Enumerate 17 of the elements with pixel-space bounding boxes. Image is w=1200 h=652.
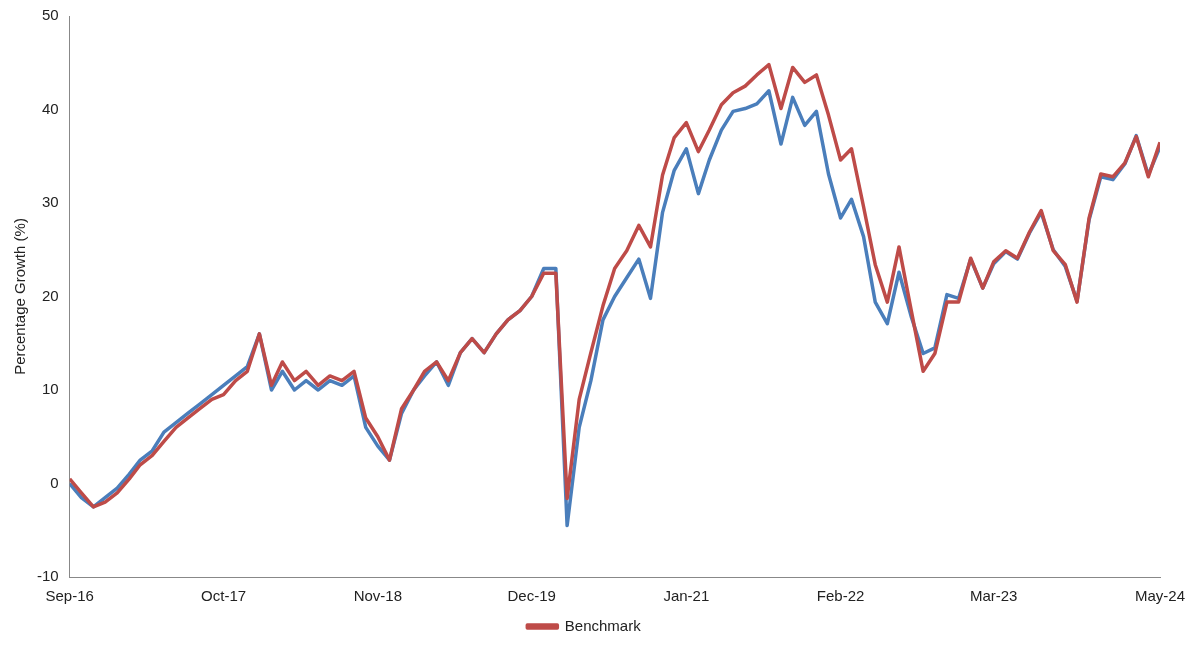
x-tick-label: Nov-18	[353, 587, 402, 605]
y-axis-title: Percentage Growth (%)	[11, 218, 29, 375]
x-tick-label: May-24	[1134, 587, 1186, 605]
x-tick-label: Feb-22	[816, 587, 865, 605]
y-tick-label: 20	[41, 286, 59, 304]
y-tick-label: 0	[50, 473, 59, 491]
x-tick-label: Sep-16	[45, 587, 94, 605]
y-tick-label: 50	[41, 6, 59, 24]
legend-label: Benchmark	[564, 616, 642, 634]
y-tick-label: 30	[41, 193, 59, 211]
x-tick-label: Mar-23	[969, 587, 1018, 605]
y-tick-label: 40	[41, 99, 59, 117]
x-tick-label: Oct-17	[201, 587, 247, 605]
x-tick-label: Jan-21	[663, 587, 710, 605]
y-tick-label: -10	[36, 567, 59, 585]
x-tick-label: Dec-19	[507, 587, 556, 605]
y-tick-label: 10	[41, 380, 59, 398]
